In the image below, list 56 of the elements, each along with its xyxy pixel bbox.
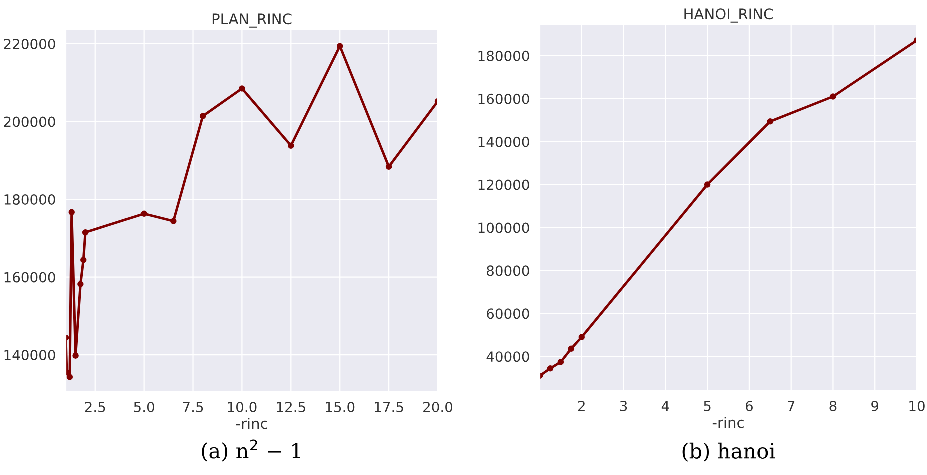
point <box>200 113 206 120</box>
point <box>336 43 344 50</box>
point <box>558 359 564 366</box>
y-tick-label: 200000 <box>4 116 56 128</box>
point <box>239 86 246 92</box>
x-tick-label: 17.5 <box>375 402 404 412</box>
point <box>66 374 74 380</box>
y-tick-label: 180000 <box>478 50 530 62</box>
point <box>547 366 554 372</box>
y-tick-label: 220000 <box>4 38 56 50</box>
x-tick-label: 9 <box>872 400 879 412</box>
point <box>78 281 84 288</box>
x-tick-label: 6 <box>746 400 753 412</box>
text: (b) hanoi <box>682 442 776 462</box>
chart-title: HANOI_RINC <box>684 8 773 23</box>
x-tick-label: 3 <box>620 400 628 412</box>
x-tick-label: 10.0 <box>228 402 257 412</box>
point <box>170 218 177 224</box>
y-tick-label: 140000 <box>478 136 530 148</box>
x-tick-label: 7 <box>788 401 795 412</box>
y-tick-label: 60000 <box>487 308 530 320</box>
x-tick-label: 15.0 <box>326 402 355 412</box>
x-tick-label: 20.0 <box>424 402 453 412</box>
point <box>68 209 75 216</box>
point <box>830 94 836 100</box>
chart-title: PLAN_RINC <box>212 14 292 28</box>
point <box>704 182 711 188</box>
x-tick-label: 12.5 <box>277 402 306 412</box>
y-tick-label: 180000 <box>4 194 56 206</box>
x-tick-label: 8 <box>830 400 837 412</box>
x-tick-label: 5 <box>704 401 711 412</box>
y-tick-label: 160000 <box>4 272 56 283</box>
point <box>767 118 774 125</box>
point <box>141 210 148 218</box>
x-axis-title: -rinc <box>712 416 744 428</box>
x-tick-label: 2 <box>578 400 585 412</box>
text: (a) n$^{2}$ − 1 <box>202 440 300 462</box>
x-axis-title: -rinc <box>236 418 268 430</box>
x-tick-label: 4 <box>662 401 670 412</box>
point <box>288 142 294 149</box>
point <box>386 164 392 170</box>
y-tick-label: 100000 <box>478 222 530 234</box>
point <box>578 334 586 340</box>
point <box>568 346 575 352</box>
x-tick-label: 7.5 <box>183 402 204 412</box>
y-tick-label: 140000 <box>4 350 56 361</box>
y-tick-label: 80000 <box>487 266 530 276</box>
point <box>80 257 87 264</box>
y-tick-label: 40000 <box>486 352 530 362</box>
x-tick-label: 10 <box>910 400 925 412</box>
point <box>82 229 89 236</box>
point <box>72 352 79 359</box>
x-tick-label: 5.0 <box>134 402 154 412</box>
x-tick-label: 2.5 <box>85 402 106 412</box>
y-tick-label: 160000 <box>478 94 530 104</box>
y-tick-label: 120000 <box>478 180 530 190</box>
